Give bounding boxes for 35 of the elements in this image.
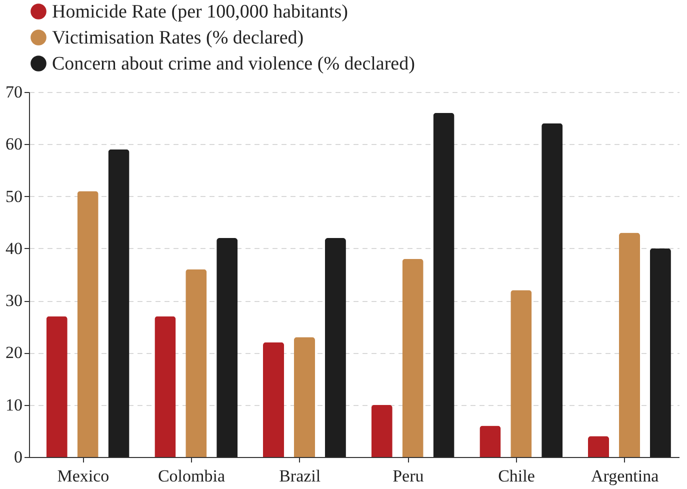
bar [402,258,424,457]
bar [618,232,640,457]
y-tick-label: 20 [6,343,22,362]
x-tick-label: Brazil [279,466,321,486]
bar [216,238,238,457]
y-tick-label: 30 [6,291,22,310]
y-tick-label: 50 [6,186,22,206]
bar [510,290,532,457]
bar [542,123,563,457]
bar [294,337,315,457]
x-tick-label: Argentina [590,466,660,486]
legend-label: Concern about crime and violence (% declared) [52,54,415,74]
x-tick-label: Chile [498,466,535,486]
y-tick-label: 40 [6,238,22,258]
y-tick-label: 0 [14,448,22,466]
bar [480,426,501,457]
legend-label: Homicide Rate (per 100,000 habitants) [52,2,348,22]
bar [324,238,346,457]
bar [154,316,176,457]
y-tick-label: 70 [6,82,22,102]
x-tick-label: Colombia [158,466,226,486]
bar [588,436,610,457]
legend-label: Victimisation Rates (% declared) [52,28,304,48]
bar [650,248,671,457]
x-tick-label: Peru [392,466,424,486]
bar [108,149,130,457]
y-tick-label: 60 [6,134,22,154]
bar [46,316,68,457]
bar [371,404,392,457]
bar [263,342,284,457]
y-tick-label: 10 [6,395,22,414]
bar [433,112,454,457]
x-tick-label: Mexico [57,466,110,486]
bar [186,269,207,457]
bar [77,191,98,457]
